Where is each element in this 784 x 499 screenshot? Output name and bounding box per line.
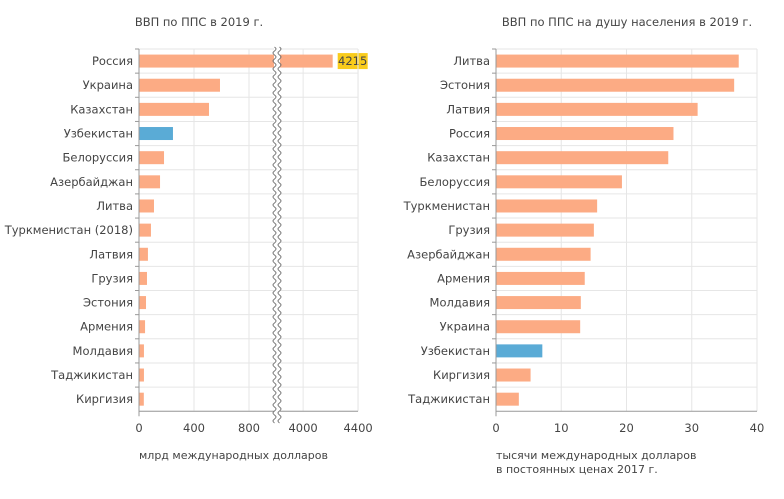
category-label: Туркменистан (2018) — [4, 223, 133, 237]
category-label: Азербайджан — [50, 175, 133, 189]
category-label: Украина — [440, 320, 490, 334]
bar — [496, 344, 543, 358]
bar — [496, 78, 735, 92]
category-label: Молдавия — [430, 296, 490, 310]
category-label: Латвия — [446, 102, 490, 116]
bar — [139, 78, 220, 92]
bar — [139, 102, 209, 116]
bar — [139, 54, 333, 68]
bar — [139, 151, 165, 165]
category-label: Туркменистан — [403, 199, 490, 213]
bar — [496, 175, 622, 189]
chart-title: ВВП по ППС в 2019 г. — [135, 15, 263, 29]
category-label: Азербайджан — [407, 247, 490, 261]
category-label: Таджикистан — [50, 368, 133, 382]
data-label-background — [337, 53, 368, 70]
x-tick-label: 4400 — [343, 421, 372, 435]
category-label: Казахстан — [427, 151, 490, 165]
x-tick-label: 0 — [135, 421, 142, 435]
bar — [139, 247, 148, 261]
bar — [496, 296, 581, 310]
x-tick-label: 30 — [684, 421, 699, 435]
bar — [496, 54, 739, 68]
x-tick-label: 0 — [492, 421, 499, 435]
bar — [496, 247, 591, 261]
category-label: Узбекистан — [64, 127, 133, 141]
bar — [496, 271, 585, 285]
bar — [139, 296, 147, 310]
bar — [139, 199, 154, 213]
category-label: Белоруссия — [63, 151, 134, 165]
category-label: Россия — [449, 127, 490, 141]
category-label: Эстония — [440, 78, 490, 92]
category-label: Армения — [80, 320, 133, 334]
category-label: Киргизия — [433, 368, 490, 382]
category-label: Украина — [83, 78, 133, 92]
bar — [139, 392, 144, 406]
axis-break-line — [272, 46, 277, 424]
category-label: Армения — [437, 271, 490, 285]
data-label: 4215 — [338, 54, 367, 68]
category-label: Казахстан — [70, 102, 133, 116]
chart-title: ВВП по ППС на душу населения в 2019 г. — [502, 15, 752, 29]
bar — [496, 102, 698, 116]
category-label: Киргизия — [76, 392, 133, 406]
x-tick-label: 40 — [750, 421, 765, 435]
axis-break-gap — [274, 47, 280, 417]
bar — [496, 223, 594, 237]
bar — [496, 320, 581, 334]
bar — [139, 344, 144, 358]
x-tick-label: 4000 — [288, 421, 317, 435]
category-label: Грузия — [448, 223, 490, 237]
category-label: Молдавия — [73, 344, 133, 358]
x-axis-label: млрд международных долларов — [139, 449, 328, 462]
axis-break-line — [277, 46, 282, 424]
x-axis-label-line2: в постоянных ценах 2017 г. — [496, 463, 658, 476]
bar — [496, 392, 519, 406]
bar — [496, 368, 531, 382]
bar — [496, 151, 669, 165]
x-tick-label: 400 — [183, 421, 205, 435]
bar — [139, 127, 173, 141]
category-label: Белоруссия — [420, 175, 491, 189]
category-label: Латвия — [89, 247, 133, 261]
category-label: Узбекистан — [421, 344, 490, 358]
category-label: Грузия — [91, 271, 133, 285]
bar — [139, 223, 151, 237]
category-label: Литва — [453, 54, 490, 68]
x-tick-label: 20 — [619, 421, 634, 435]
bar — [139, 320, 146, 334]
x-tick-label: 10 — [554, 421, 569, 435]
bar — [139, 368, 144, 382]
category-label: Эстония — [83, 296, 133, 310]
category-label: Литва — [96, 199, 133, 213]
bar — [139, 271, 147, 285]
x-axis-label: тысячи международных долларов — [496, 449, 696, 462]
category-label: Россия — [92, 54, 133, 68]
bar — [496, 127, 674, 141]
category-label: Таджикистан — [407, 392, 490, 406]
x-tick-label: 800 — [238, 421, 260, 435]
bar — [496, 199, 598, 213]
bar — [139, 175, 161, 189]
